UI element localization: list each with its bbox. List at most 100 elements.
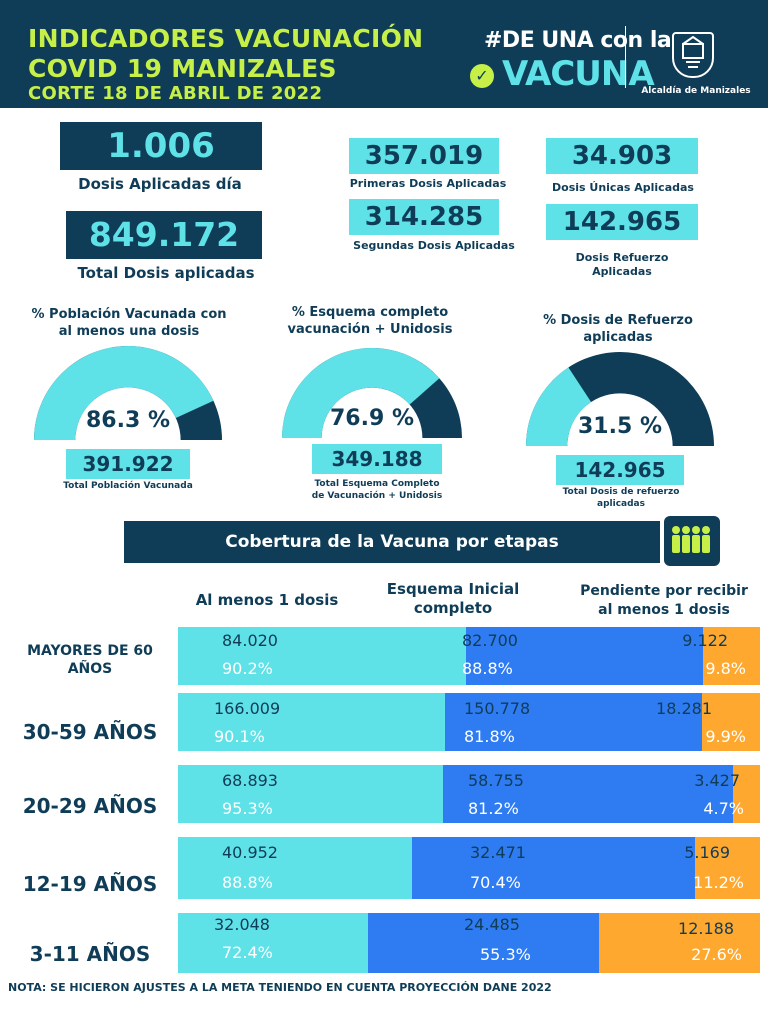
gauge-3-title-line2: aplicadas [583,330,653,345]
row-3-complete-pct: 81.2% [468,799,519,818]
gauge-3-value: 142.965 [556,455,684,485]
gauge-3-title-line1: % Dosis de Refuerzo [543,313,693,328]
gauge-3-caption-line1: Total Dosis de refuerzo [562,487,680,497]
header-divider [625,26,626,88]
coverage-row-2: 166.009 90.1% 150.778 81.8% 18.281 9.9% [178,693,760,751]
row-3-segment-complete [443,765,733,823]
row-4-segment-complete [411,837,695,899]
row-4-label: 12-19 AÑOS [22,872,158,896]
booster-doses-label: Dosis Refuerzo Aplicadas [546,251,698,279]
row-5-segment-one-dose [178,913,369,973]
gauge-1-caption-line1: Total Población Vacunada [63,481,193,491]
gauge-1-value: 391.922 [66,449,190,479]
title-line-1: INDICADORES VACUNACIÓN [28,24,424,53]
coverage-row-1: 84.020 90.2% 82.700 88.8% 9.122 9.8% [178,627,760,685]
coverage-row-5: 32.048 72.4% 24.485 55.3% 12.188 27.6% [178,913,760,973]
people-group-icon [664,516,720,566]
org-name: Alcaldía de Manizales [641,86,751,96]
row-5-pending-pct: 27.6% [691,945,742,964]
gauge-3-caption: Total Dosis de refuerzo aplicadas [536,486,706,510]
footnote: NOTA: SE HICIERON AJUSTES A LA META TENI… [8,981,552,994]
col-head-initial-line2: completo [413,599,493,617]
daily-doses-label: Dosis Aplicadas día [78,175,242,193]
row-1-pending-pct: 9.8% [705,659,746,678]
first-doses-label: Primeras Dosis Aplicadas [349,177,507,190]
campaign-logo: #DE UNA con la ✓ VACUNA [440,26,672,96]
gauge-2-title-line2: vacunación + Unidosis [287,322,453,337]
row-2-segment-complete [445,693,703,751]
row-5-one-dose: 32.048 [214,915,270,934]
col-head-pending-line1: Pendiente por recibir [580,583,748,599]
daily-doses-value: 1.006 [60,122,262,170]
row-2-complete-pct: 81.8% [464,727,515,746]
gauge-2-value: 349.188 [312,444,442,474]
gauge-2-title-line1: % Esquema completo [291,305,449,320]
col-head-initial-line1: Esquema Inicial [386,580,520,598]
row-1-complete: 82.700 [462,631,518,650]
booster-doses-value: 142.965 [546,204,698,240]
gauge-3-fill [526,367,592,446]
row-5-segment-complete [368,913,600,973]
col-head-pending: Pendiente por recibir al menos 1 dosis [562,582,766,620]
row-2-segment-one-dose [178,693,446,751]
row-2-complete: 150.778 [464,699,531,718]
coverage-row-3: 68.893 95.3% 58.755 81.2% 3.427 4.7% [178,765,760,823]
campaign-text-bottom: VACUNA [502,54,655,94]
col-head-initial: Esquema Inicial completo [368,580,538,618]
row-1-label-line1: MAYORES DE 60 [27,643,153,659]
row-2-pending: 18.281 [656,699,712,718]
gauge-2-caption-line2: de Vacunación + Unidosis [311,491,443,501]
gauge-1-caption: Total Población Vacunada [34,480,222,492]
row-3-label: 20-29 AÑOS [22,794,158,818]
row-1-segment-one-dose [178,627,466,685]
header: INDICADORES VACUNACIÓN COVID 19 MANIZALE… [0,0,768,108]
row-5-label: 3-11 AÑOS [29,942,151,966]
row-4-pending-pct: 11.2% [693,873,744,892]
gauge-3-chart [526,352,714,446]
gauge-1-title-line1: % Población Vacunada con [31,307,227,322]
gauge-1-percent: 86.3 % [86,408,170,433]
row-4-segment-one-dose [178,837,412,899]
gauge-1-chart [34,346,222,440]
row-5-complete: 24.485 [464,915,520,934]
row-1-complete-pct: 88.8% [462,659,513,678]
first-doses-value: 357.019 [349,138,499,174]
gauge-2-caption-line1: Total Esquema Completo [314,479,440,489]
single-doses-value: 34.903 [546,138,698,174]
total-doses-value: 849.172 [66,211,262,259]
gauge-3-percent: 31.5 % [578,414,662,439]
syringe-check-icon: ✓ [470,64,494,88]
second-doses-value: 314.285 [349,199,499,235]
row-2-pending-pct: 9.9% [705,727,746,746]
row-4-one-dose-pct: 88.8% [222,873,273,892]
row-2-one-dose: 166.009 [214,699,281,718]
row-2-label: 30-59 AÑOS [22,720,158,744]
col-head-pending-line2: al menos 1 dosis [598,602,730,618]
row-3-pending-pct: 4.7% [703,799,744,818]
row-2-one-dose-pct: 90.1% [214,727,265,746]
gauge-2-percent: 76.9 % [330,406,414,431]
row-1-segment-complete [465,627,703,685]
row-5-pending: 12.188 [678,919,734,938]
row-4-one-dose: 40.952 [222,843,278,862]
gauge-2-caption: Total Esquema Completo de Vacunación + U… [282,478,472,502]
row-1-one-dose: 84.020 [222,631,278,650]
row-1-label: MAYORES DE 60 AÑOS [8,642,172,678]
col-head-at-least-one: Al menos 1 dosis [195,591,339,609]
shield-crest-icon [672,32,714,78]
row-3-one-dose: 68.893 [222,771,278,790]
row-1-one-dose-pct: 90.2% [222,659,273,678]
booster-doses-label-line2: Aplicadas [592,265,652,278]
row-1-pending: 9.122 [682,631,728,650]
coverage-title: Cobertura de la Vacuna por etapas [124,521,660,563]
row-5-complete-pct: 55.3% [480,945,531,964]
row-3-pending: 3.427 [694,771,740,790]
single-doses-label: Dosis Únicas Aplicadas [552,181,694,194]
row-4-complete: 32.471 [470,843,526,862]
gauge-3-title: % Dosis de Refuerzo aplicadas [518,312,718,346]
gauge-1-title-line2: al menos una dosis [58,324,200,339]
row-3-segment-one-dose [178,765,444,823]
gauge-1-fill [34,346,214,440]
report-date: CORTE 18 DE ABRIL DE 2022 [28,83,323,104]
gauge-1-title: % Población Vacunada con al menos una do… [14,306,244,340]
